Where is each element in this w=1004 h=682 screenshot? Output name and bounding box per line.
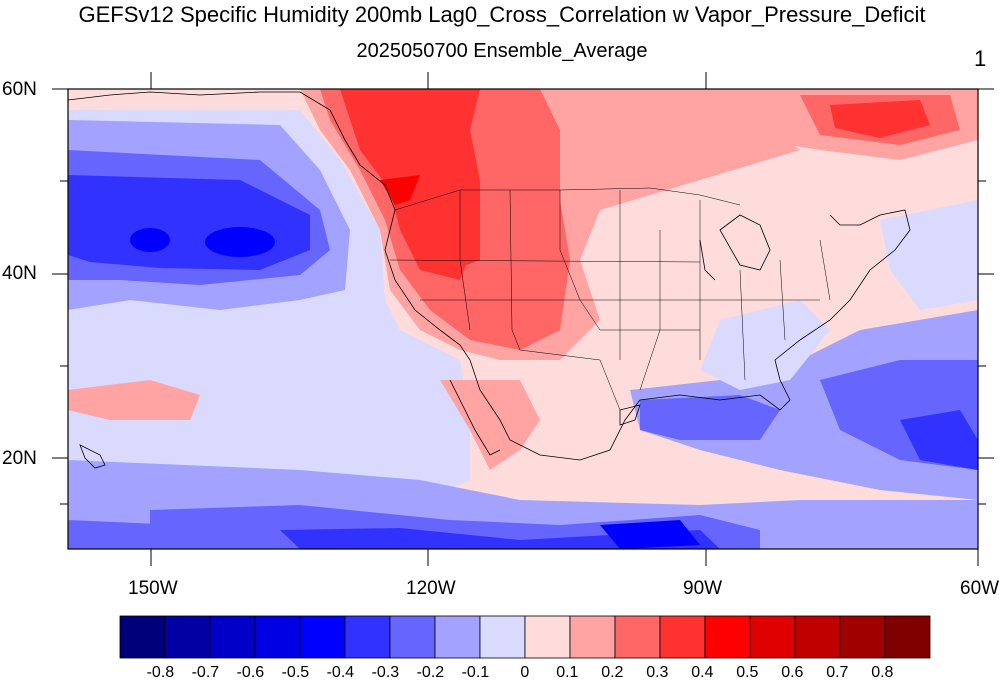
colorbar-swatch — [479, 615, 526, 659]
colorbar-swatch — [389, 615, 436, 659]
colorbar-swatch — [614, 615, 661, 659]
state-boundaries — [389, 187, 831, 411]
colorbar-label: -0.8 — [146, 664, 175, 681]
colorbar-label: 0.5 — [736, 664, 759, 681]
tropical-negative-region — [68, 460, 978, 549]
colorbar-swatch — [299, 615, 346, 659]
colorbar-label: 0.7 — [826, 664, 849, 681]
colorbar-label: 0.6 — [781, 664, 804, 681]
colorbar-label: 0 — [520, 664, 530, 681]
lon-label-60w: 60W — [960, 578, 1000, 599]
western-positive-region — [68, 89, 978, 470]
colorbar — [119, 615, 931, 659]
lon-label-120w: 120W — [406, 578, 456, 599]
chart-title: GEFSv12 Specific Humidity 200mb Lag0_Cro… — [78, 2, 926, 27]
colorbar-label: 0.3 — [646, 664, 669, 681]
colorbar-label: -0.2 — [416, 664, 445, 681]
colorbar-label: -0.1 — [461, 664, 490, 681]
lat-label-60n: 60N — [2, 79, 37, 100]
colorbar-swatch — [524, 615, 571, 659]
atlantic-negative-region — [630, 200, 978, 500]
colorbar-label: 0.4 — [691, 664, 714, 681]
colorbar-swatch — [344, 615, 391, 659]
pacific-negative-region — [68, 110, 470, 549]
lat-label-20n: 20N — [2, 448, 37, 469]
corner-label: 1 — [974, 46, 987, 71]
colorbar-label: -0.7 — [191, 664, 220, 681]
lat-label-40n: 40N — [2, 263, 37, 284]
map-frame — [67, 88, 979, 550]
colorbar-swatch — [659, 615, 706, 659]
colorbar-label: -0.5 — [281, 664, 310, 681]
colorbar-swatch — [254, 615, 301, 659]
colorbar-label: 0.8 — [871, 664, 894, 681]
colorbar-label: 0.1 — [556, 664, 579, 681]
colorbar-swatch — [434, 615, 481, 659]
chart-subtitle: 2025050700 Ensemble_Average — [356, 40, 648, 62]
lon-label-90w: 90W — [683, 578, 723, 599]
colorbar-swatch — [209, 615, 256, 659]
colorbar-swatch — [749, 615, 796, 659]
colorbar-label: -0.6 — [236, 664, 265, 681]
coastlines — [67, 91, 911, 469]
colorbar-swatch — [794, 615, 841, 659]
colorbar-swatch — [704, 615, 751, 659]
colorbar-label: -0.4 — [326, 664, 355, 681]
colorbar-swatch — [569, 615, 616, 659]
colorbar-label: 0.2 — [601, 664, 624, 681]
axis-ticks — [52, 72, 994, 566]
colorbar-label: -0.3 — [371, 664, 400, 681]
colorbar-swatch — [119, 615, 166, 659]
lon-label-150w: 150W — [128, 578, 178, 599]
colorbar-swatch — [884, 615, 931, 659]
colorbar-swatch — [164, 615, 211, 659]
colorbar-swatch — [839, 615, 886, 659]
